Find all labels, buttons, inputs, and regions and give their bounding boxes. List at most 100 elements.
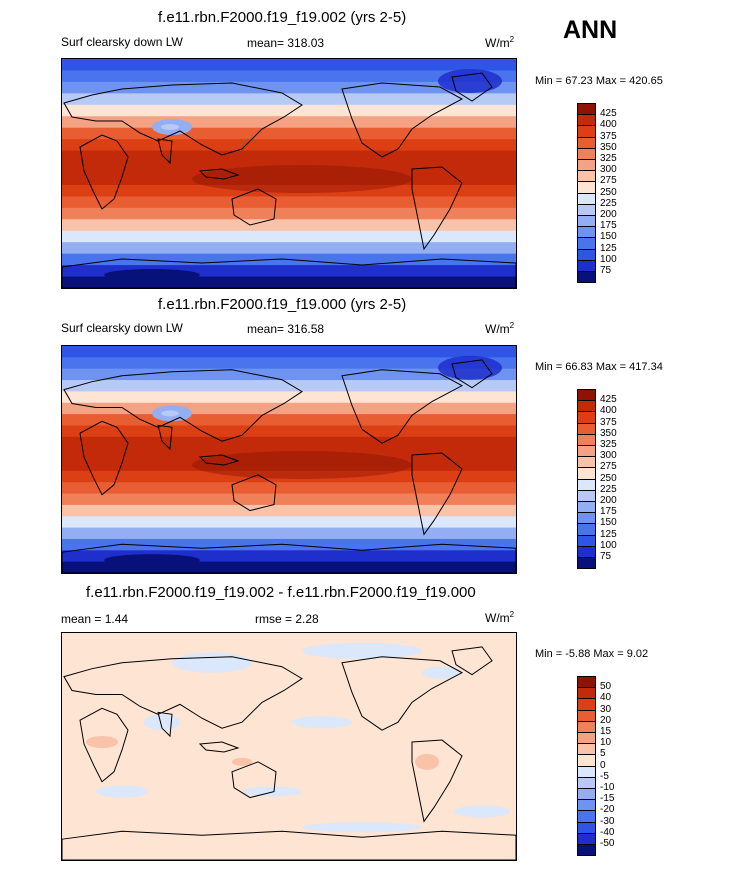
greenland-low xyxy=(438,69,502,93)
colorbar-tick-label: -5 xyxy=(600,770,609,782)
negative-anomaly xyxy=(422,666,462,679)
panel-3-mean: mean = 1.44 xyxy=(61,612,129,626)
colorbar-tick-label: 0 xyxy=(600,759,606,771)
field-band xyxy=(62,482,516,495)
coastline xyxy=(231,188,277,226)
positive-anomaly xyxy=(232,757,252,766)
field-band xyxy=(62,414,516,427)
panel-1-minmax: Min = 67.23 Max = 420.65 xyxy=(535,75,663,87)
coastline xyxy=(231,761,277,799)
colorbar-tick-label: 375 xyxy=(600,130,617,142)
coastline xyxy=(63,82,303,156)
colorbar-tick-label: 300 xyxy=(600,450,617,462)
coastline xyxy=(451,72,493,102)
negative-anomaly xyxy=(96,785,148,798)
coastline xyxy=(63,656,303,729)
field-band xyxy=(62,527,516,540)
field-band xyxy=(62,162,516,175)
colorbar-tick-label: -40 xyxy=(600,826,615,838)
field-band xyxy=(62,196,516,209)
coastline xyxy=(79,420,129,496)
field-band xyxy=(62,173,516,186)
coastline xyxy=(231,474,277,512)
panel-2-minmax: Min = 66.83 Max = 417.34 xyxy=(535,361,663,373)
tibet-core xyxy=(161,410,179,417)
panel-3-units: W/m2 xyxy=(485,610,515,625)
warm-pool xyxy=(192,165,412,193)
colorbar-tick-label: -20 xyxy=(600,804,615,816)
colorbar-tick-label: 175 xyxy=(600,220,617,232)
positive-anomaly xyxy=(86,736,118,749)
field-band xyxy=(62,276,516,288)
field-band xyxy=(62,70,516,83)
coastlines xyxy=(62,646,516,860)
colorbar-tick-label: 30 xyxy=(600,703,612,715)
colorbar-swatch xyxy=(577,557,596,570)
coastline xyxy=(341,369,464,444)
colorbar-tick-label: 400 xyxy=(600,119,617,131)
coastline xyxy=(451,359,493,389)
colorbar-tick-label: 200 xyxy=(600,495,617,506)
coastlines xyxy=(62,72,516,288)
negative-anomaly xyxy=(302,822,422,833)
antarctic-min xyxy=(104,269,200,281)
coastline xyxy=(62,830,516,860)
colorbar-tick-label: 125 xyxy=(600,242,617,254)
colorbar-tick-label: 275 xyxy=(600,461,617,473)
field-band xyxy=(62,230,516,243)
coastline xyxy=(63,369,303,442)
field-band xyxy=(62,150,516,163)
colorbar-tick-label: 425 xyxy=(600,108,617,120)
season-label: ANN xyxy=(563,16,618,44)
field-band xyxy=(62,425,516,438)
colorbar-tick-label: 425 xyxy=(600,394,617,406)
field-band xyxy=(62,402,516,415)
negative-anomaly xyxy=(172,652,252,673)
coastline xyxy=(411,166,463,251)
coastlines xyxy=(62,359,516,573)
coastline xyxy=(79,134,129,210)
tibet-core xyxy=(161,124,179,130)
panel-1-mean: mean= 318.03 xyxy=(247,36,325,50)
field-band xyxy=(62,391,516,404)
panel-1-units: W/m2 xyxy=(485,35,515,50)
colorbar-tick-label: 50 xyxy=(600,681,612,693)
field-band xyxy=(62,357,516,370)
coastline xyxy=(198,454,240,466)
field-band xyxy=(62,59,516,72)
colorbar-tick-label: -15 xyxy=(600,793,615,805)
coastline xyxy=(451,646,493,676)
coastline xyxy=(198,168,240,180)
coastline xyxy=(341,656,464,731)
greenland-low xyxy=(438,355,502,380)
colorbar-tick-label: 250 xyxy=(600,472,617,484)
field-band xyxy=(62,550,516,563)
colorbar-tick-label: 175 xyxy=(600,506,617,518)
field-band xyxy=(62,207,516,220)
colorbar-tick-label: 400 xyxy=(600,405,617,417)
field-band xyxy=(62,93,516,106)
field-band xyxy=(62,493,516,506)
panel-2-mean: mean= 316.58 xyxy=(247,322,325,336)
field-band xyxy=(62,346,516,358)
field-band xyxy=(62,368,516,381)
colorbar-tick-label: 10 xyxy=(600,737,612,749)
field-band xyxy=(62,139,516,152)
negative-anomaly xyxy=(302,642,422,659)
panel-2-title: f.e11.rbn.F2000.f19_f19.000 (yrs 2-5) xyxy=(158,296,407,313)
field-band xyxy=(62,380,516,392)
field-band xyxy=(62,470,516,483)
positive-anomaly xyxy=(415,753,439,770)
colorbar-tick-label: -30 xyxy=(600,815,615,827)
colorbar-tick-label: -50 xyxy=(600,838,615,849)
coastline xyxy=(157,424,173,451)
negative-anomaly xyxy=(292,716,352,729)
colorbar-tick-label: 300 xyxy=(600,164,617,176)
warm-pool xyxy=(192,450,412,479)
field-band xyxy=(62,104,516,117)
colorbar-swatch xyxy=(577,844,596,857)
colorbar-tick-label: 150 xyxy=(600,231,617,243)
colorbar-tick-label: 375 xyxy=(600,416,617,428)
colorbar-tick-label: 200 xyxy=(600,209,617,220)
field-band xyxy=(62,504,516,517)
